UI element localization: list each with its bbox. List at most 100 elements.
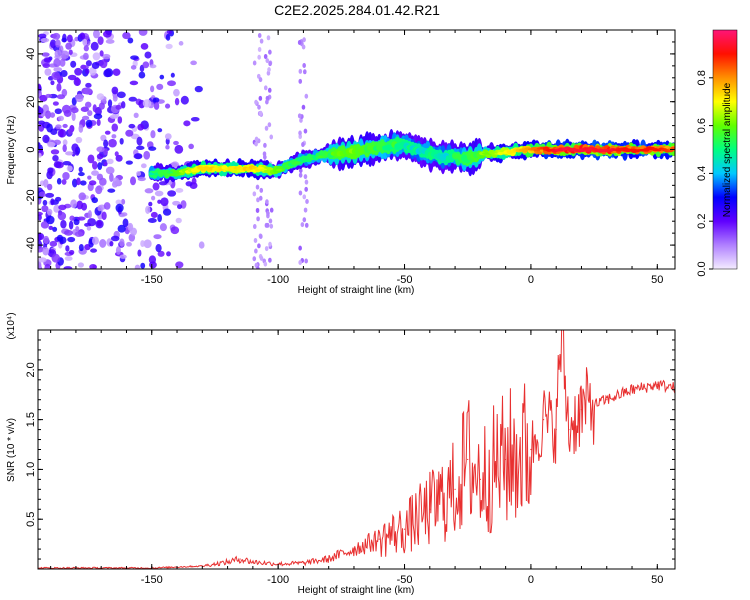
noise-speckle bbox=[164, 103, 171, 109]
noise-speckle bbox=[269, 223, 274, 229]
noise-speckle bbox=[156, 83, 164, 90]
noise-speckle bbox=[99, 50, 104, 57]
noise-speckle bbox=[107, 188, 116, 193]
ridge-cell bbox=[275, 168, 283, 172]
snr-point bbox=[656, 384, 658, 386]
noise-speckle bbox=[298, 172, 303, 178]
noise-speckle bbox=[71, 143, 79, 152]
noise-speckle bbox=[58, 115, 64, 122]
noise-speckle bbox=[115, 199, 122, 205]
noise-speckle bbox=[85, 60, 92, 67]
noise-speckle bbox=[165, 33, 171, 41]
noise-speckle bbox=[68, 49, 73, 55]
noise-speckle bbox=[111, 123, 119, 132]
noise-speckle bbox=[254, 248, 258, 254]
noise-speckle bbox=[255, 184, 260, 190]
colorbar-tick-label: 0.4 bbox=[696, 166, 708, 181]
noise-speckle bbox=[53, 58, 61, 68]
snr-marks bbox=[38, 330, 675, 569]
noise-speckle bbox=[43, 57, 52, 63]
noise-speckle bbox=[88, 180, 97, 186]
noise-speckle bbox=[100, 134, 107, 142]
noise-speckle bbox=[167, 190, 177, 197]
noise-speckle bbox=[96, 146, 105, 153]
noise-speckle bbox=[125, 129, 134, 137]
noise-speckle bbox=[61, 178, 67, 185]
noise-speckle bbox=[298, 245, 302, 251]
noise-speckle bbox=[62, 144, 67, 153]
noise-speckle bbox=[148, 146, 157, 151]
noise-speckle bbox=[47, 141, 56, 148]
x-tick-label: 50 bbox=[651, 274, 663, 286]
snr-frame bbox=[37, 329, 676, 570]
noise-speckle bbox=[90, 41, 99, 51]
noise-speckle bbox=[198, 241, 205, 249]
noise-speckle bbox=[268, 49, 272, 55]
spectrogram-marks bbox=[38, 30, 675, 269]
noise-speckle bbox=[264, 222, 269, 228]
noise-speckle bbox=[62, 139, 68, 146]
noise-speckle bbox=[263, 85, 268, 91]
noise-speckle bbox=[38, 33, 47, 39]
noise-speckle bbox=[267, 87, 272, 93]
noise-speckle bbox=[82, 38, 88, 46]
noise-speckle bbox=[298, 134, 303, 140]
ridge-cell bbox=[197, 165, 204, 170]
noise-speckle bbox=[153, 234, 162, 240]
noise-speckle bbox=[266, 35, 271, 41]
noise-speckle bbox=[159, 223, 167, 232]
noise-speckle bbox=[144, 188, 154, 194]
noise-speckle bbox=[115, 246, 121, 255]
ridge-cell bbox=[266, 167, 274, 171]
noise-speckle bbox=[301, 142, 305, 148]
noise-speckle bbox=[121, 212, 128, 217]
noise-speckle bbox=[103, 202, 111, 210]
noise-speckle bbox=[78, 124, 84, 133]
noise-speckle bbox=[75, 77, 80, 86]
noise-speckle bbox=[99, 239, 107, 248]
noise-speckle bbox=[67, 128, 73, 135]
noise-speckles bbox=[38, 30, 309, 269]
noise-speckle bbox=[120, 101, 126, 109]
noise-speckle bbox=[266, 210, 270, 216]
noise-speckle bbox=[125, 160, 133, 165]
noise-speckle bbox=[47, 167, 54, 174]
noise-speckle bbox=[109, 173, 114, 182]
snr-point bbox=[226, 561, 229, 563]
noise-speckle bbox=[44, 263, 51, 269]
snr-point bbox=[454, 488, 456, 490]
noise-speckle bbox=[257, 32, 262, 38]
noise-speckle bbox=[42, 134, 50, 144]
noise-speckle bbox=[122, 31, 131, 40]
spectrogram-axes: -150 -100 -50 0 50 -40 -20 0 20 40 bbox=[25, 29, 675, 286]
y-tick-label: 0.5 bbox=[25, 512, 37, 527]
noise-speckle bbox=[91, 170, 99, 176]
noise-speckle bbox=[150, 130, 156, 139]
noise-speckle bbox=[75, 93, 84, 103]
noise-speckle bbox=[138, 71, 146, 79]
noise-speckle bbox=[304, 186, 308, 192]
ridge-cell bbox=[200, 168, 207, 172]
x-tick-label: -50 bbox=[397, 574, 413, 586]
noise-speckle bbox=[148, 255, 157, 264]
noise-speckle bbox=[305, 198, 309, 204]
noise-speckle bbox=[55, 39, 61, 48]
noise-speckle bbox=[62, 171, 70, 181]
noise-speckle bbox=[254, 99, 258, 105]
noise-speckle bbox=[57, 211, 67, 221]
noise-speckle bbox=[130, 133, 140, 140]
noise-speckle bbox=[175, 188, 184, 193]
noise-speckle bbox=[137, 123, 145, 131]
snr-point bbox=[353, 548, 355, 550]
noise-speckle bbox=[175, 261, 184, 269]
x-tick-label: 50 bbox=[651, 574, 663, 586]
noise-speckle bbox=[159, 74, 165, 80]
noise-speckle bbox=[116, 91, 126, 99]
noise-speckle bbox=[42, 63, 50, 69]
noise-speckle bbox=[60, 50, 70, 60]
noise-speckle bbox=[263, 54, 268, 60]
noise-speckle bbox=[46, 123, 53, 133]
noise-speckle bbox=[253, 237, 258, 243]
noise-speckle bbox=[38, 246, 44, 253]
noise-speckle bbox=[43, 179, 49, 188]
